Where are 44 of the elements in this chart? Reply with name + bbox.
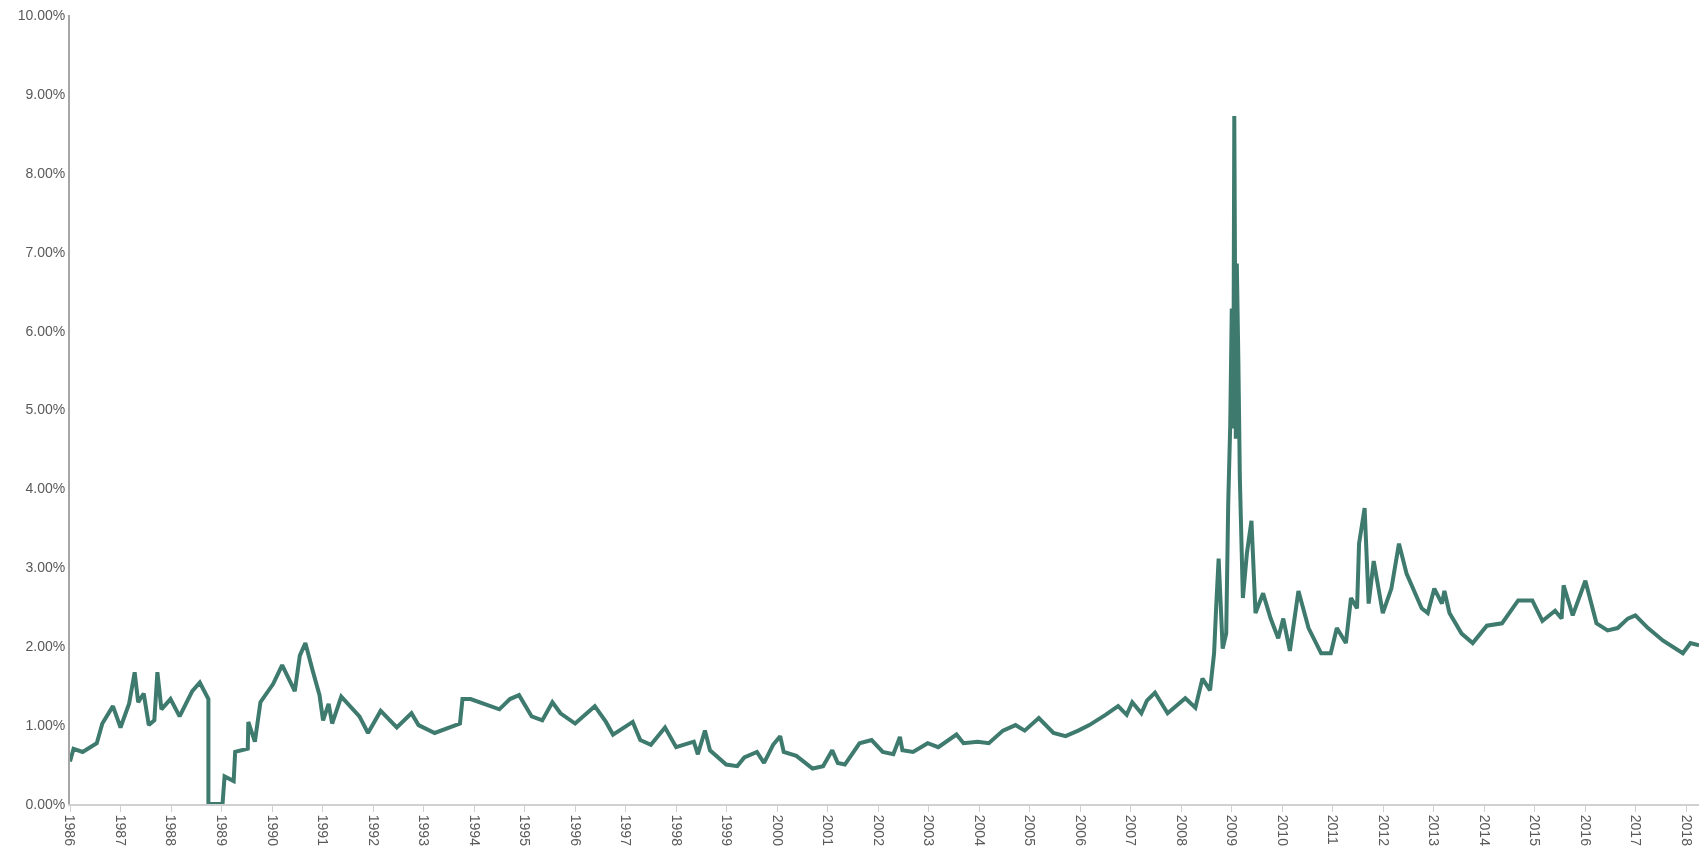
x-tick-label: 2004 (971, 814, 988, 847)
x-tick-label: 1993 (416, 814, 433, 847)
x-tick-label: 2017 (1628, 814, 1645, 847)
y-tick-label: 1.00% (25, 717, 66, 733)
x-tick-label: 1995 (517, 814, 534, 847)
x-tick-label: 2018 (1678, 814, 1695, 847)
x-tick-label: 2002 (870, 814, 887, 847)
x-tick-label: 1999 (719, 814, 736, 847)
x-tick-label: 2010 (1274, 814, 1291, 847)
x-tick-label: 2003 (921, 814, 938, 847)
x-tick-label: 2001 (820, 814, 837, 847)
x-tick-label: 2009 (1224, 814, 1241, 847)
x-tick-label: 2015 (1527, 814, 1544, 847)
x-tick-label: 1992 (365, 814, 382, 847)
y-tick-label: 10.00% (17, 6, 66, 23)
x-tick-label: 2005 (1022, 814, 1039, 847)
x-tick-label: 1990 (264, 814, 281, 847)
x-tick-label: 2000 (769, 814, 786, 847)
x-tick-label: 2012 (1375, 814, 1392, 847)
y-tick-label: 0.00% (25, 795, 66, 812)
x-tick-label: 2006 (1072, 814, 1089, 847)
y-tick-label: 4.00% (25, 480, 66, 497)
y-tick-label: 8.00% (25, 164, 66, 181)
x-tick-label: 1987 (112, 814, 129, 847)
y-tick-label: 9.00% (25, 85, 66, 102)
x-tick-label: 1988 (163, 814, 180, 847)
y-tick-label: 2.00% (25, 638, 66, 655)
x-tick-label: 2008 (1173, 814, 1190, 847)
y-tick-label: 7.00% (25, 243, 66, 260)
x-tick-label: 1998 (668, 814, 685, 847)
x-tick-label: 1994 (466, 814, 483, 847)
x-tick-label: 2013 (1426, 814, 1443, 847)
x-tick-label: 1986 (62, 814, 79, 847)
y-tick-label: 6.00% (25, 322, 66, 339)
x-tick-label: 2016 (1577, 814, 1594, 847)
x-tick-label: 1991 (315, 814, 332, 847)
x-tick-label: 2007 (1123, 814, 1140, 847)
x-tick-label: 1996 (567, 814, 584, 847)
x-tick-label: 2014 (1476, 814, 1493, 847)
y-tick-label: 3.00% (25, 559, 66, 576)
x-tick-label: 1997 (618, 814, 635, 847)
x-tick-label: 2011 (1325, 814, 1342, 846)
x-tick-label: 1989 (213, 814, 230, 847)
y-tick-label: 5.00% (25, 401, 66, 418)
